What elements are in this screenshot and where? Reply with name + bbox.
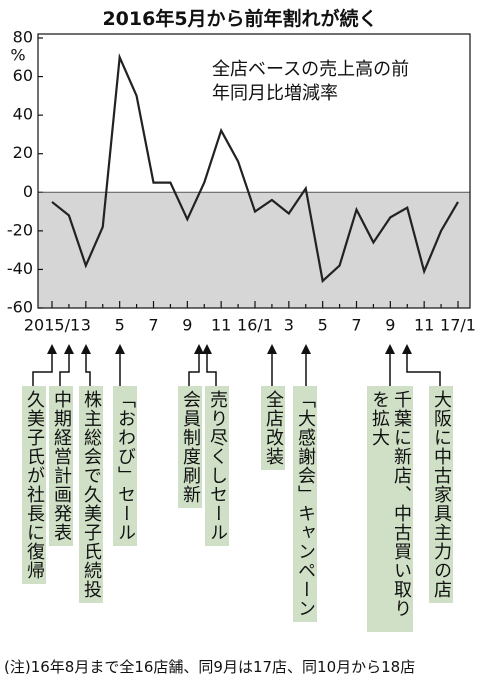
x-tick-label: 11 (414, 316, 434, 335)
annotation: 会員制度刷新 (178, 386, 202, 508)
y-tick-label: 60 (13, 66, 33, 85)
annotation: 千葉に新店、中古買い取りを拡大 (367, 386, 413, 632)
y-unit: % (10, 46, 25, 65)
y-tick-label: 40 (13, 105, 33, 124)
arrows (32, 352, 441, 386)
y-tick-label: 80 (13, 28, 33, 47)
y-tick-label: 0 (23, 182, 33, 201)
x-tick-label: 7 (148, 316, 158, 335)
x-tick-label: 5 (318, 316, 328, 335)
footnote: (注)16年8月まで全16店舗、同9月は17店、同10月から18店 (4, 658, 416, 676)
x-tick-label: 5 (115, 316, 125, 335)
x-tick-label: 7 (351, 316, 361, 335)
x-tick-label: 3 (81, 316, 91, 335)
x-tick-label: 17/1 (440, 316, 476, 335)
y-tick-label: -60 (7, 298, 33, 317)
annotation: 「おわび」セール (113, 386, 137, 546)
plot-frame (37, 33, 471, 309)
x-tick-label: 9 (385, 316, 395, 335)
chart-title: 2016年5月から前年割れが続く (102, 8, 378, 30)
y-tick-label: -40 (7, 259, 33, 278)
annotation: 久美子氏が社長に復帰 (22, 386, 46, 584)
annotation: 中期経営計画発表 (49, 386, 73, 546)
data-line (51, 53, 459, 284)
x-tick-label: 9 (182, 316, 192, 335)
annotation: 全店改装 (261, 386, 285, 470)
annotation: 株主総会で久美子氏続投 (79, 386, 103, 603)
x-tick-label: 16/1 (237, 316, 273, 335)
annotation: 大阪に中古家具主力の店 (429, 386, 453, 603)
legend-entry: 全店ベースの売上高の前年同月比増減率 (212, 59, 410, 104)
y-tick-label: 20 (13, 143, 33, 162)
annotation: 「大感謝会」キャンペーン (293, 386, 317, 622)
annotation: 売り尽くしセール (205, 386, 229, 546)
y-tick-label: -20 (7, 220, 33, 239)
arrowheads (47, 344, 412, 354)
x-tick-label: 2015/1 (24, 316, 80, 335)
x-tick-label: 3 (284, 316, 294, 335)
x-tick-label: 11 (211, 316, 231, 335)
